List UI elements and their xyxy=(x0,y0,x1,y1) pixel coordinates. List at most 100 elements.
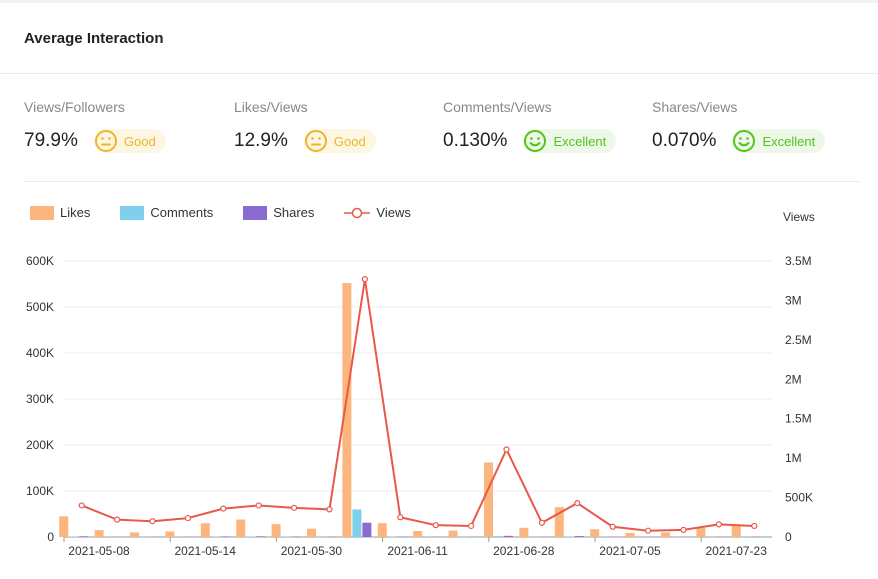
bar-likes xyxy=(626,533,635,537)
bar-likes xyxy=(661,532,670,537)
bar-shares xyxy=(256,536,265,537)
metric-likes-views: Likes/Views 12.9% Good xyxy=(234,99,376,153)
views-point xyxy=(469,523,474,528)
views-point xyxy=(575,501,580,506)
views-point xyxy=(79,503,84,508)
views-point xyxy=(504,447,509,452)
bar-likes xyxy=(378,523,387,537)
bar-shares xyxy=(362,523,371,537)
rating-text: Good xyxy=(334,134,366,149)
bar-likes xyxy=(484,462,493,537)
metric-label: Likes/Views xyxy=(234,99,376,115)
metric-value: 0.130% xyxy=(443,130,507,152)
bar-likes xyxy=(732,525,741,537)
chart-legend: Likes Comments Shares Views xyxy=(30,205,441,220)
comments-swatch xyxy=(120,206,144,220)
views-line xyxy=(82,279,755,531)
y-right-tick-label: 1.5M xyxy=(785,412,812,426)
bar-shares xyxy=(221,536,230,537)
metric-views-followers: Views/Followers 79.9% Good xyxy=(24,99,166,153)
rating-badge: Good xyxy=(304,129,376,153)
x-tick-label: 2021-07-23 xyxy=(706,544,768,558)
y-left-tick-label: 500K xyxy=(26,300,54,314)
y-left-tick-label: 300K xyxy=(26,392,54,406)
bar-likes xyxy=(519,528,528,537)
y-right-tick-label: 3M xyxy=(785,293,802,307)
metric-value: 0.070% xyxy=(652,130,716,152)
rating-text: Good xyxy=(124,134,156,149)
y-right-axis-title: Views xyxy=(783,210,815,224)
rating-badge: Excellent xyxy=(523,129,616,153)
y-right-tick-label: 3.5M xyxy=(785,254,812,268)
views-point xyxy=(716,522,721,527)
card-title: Average Interaction xyxy=(24,30,164,47)
bar-comments xyxy=(494,536,503,537)
bar-likes xyxy=(590,529,599,537)
x-tick-label: 2021-07-05 xyxy=(599,544,661,558)
metric-shares-views: Shares/Views 0.070% Excellent xyxy=(652,99,825,153)
x-tick-label: 2021-05-08 xyxy=(68,544,130,558)
bar-likes xyxy=(236,520,245,537)
bar-likes xyxy=(342,283,351,537)
y-left-tick-label: 400K xyxy=(26,346,54,360)
x-tick-label: 2021-06-28 xyxy=(493,544,555,558)
bar-likes xyxy=(95,530,104,537)
bar-shares xyxy=(79,536,88,537)
views-point xyxy=(115,517,120,522)
rating-badge: Good xyxy=(94,129,166,153)
legend-label: Comments xyxy=(150,205,213,220)
bar-shares xyxy=(575,536,584,537)
bar-likes xyxy=(307,529,316,537)
views-point xyxy=(539,520,544,525)
x-tick-label: 2021-05-14 xyxy=(175,544,237,558)
views-point xyxy=(150,519,155,524)
bar-likes xyxy=(413,531,422,537)
y-left-tick-label: 0 xyxy=(47,530,54,544)
metric-label: Comments/Views xyxy=(443,99,616,115)
rating-text: Excellent xyxy=(762,134,815,149)
bar-likes xyxy=(59,516,68,537)
rating-text: Excellent xyxy=(553,134,606,149)
bar-comments xyxy=(352,509,361,537)
legend-views[interactable]: Views xyxy=(344,205,410,220)
bar-likes xyxy=(696,528,705,537)
views-point xyxy=(433,523,438,528)
neutral-face-icon xyxy=(304,129,328,153)
views-point xyxy=(221,506,226,511)
views-point xyxy=(398,515,403,520)
legend-likes[interactable]: Likes xyxy=(30,205,90,220)
y-right-tick-label: 1M xyxy=(785,451,802,465)
rating-badge: Excellent xyxy=(732,129,825,153)
bar-likes xyxy=(272,524,281,537)
metrics-row: Views/Followers 79.9% Good Likes/Views 1… xyxy=(24,99,861,182)
smile-face-icon xyxy=(523,129,547,153)
views-line-swatch xyxy=(344,206,370,220)
card-header: Average Interaction xyxy=(0,3,878,74)
y-right-tick-label: 0 xyxy=(785,530,792,544)
metric-value: 79.9% xyxy=(24,130,78,152)
legend-comments[interactable]: Comments xyxy=(120,205,213,220)
neutral-face-icon xyxy=(94,129,118,153)
y-right-tick-label: 500K xyxy=(785,491,813,505)
views-point xyxy=(752,523,757,528)
y-left-tick-label: 200K xyxy=(26,438,54,452)
y-right-tick-label: 2M xyxy=(785,372,802,386)
views-point xyxy=(185,516,190,521)
bar-likes xyxy=(201,523,210,537)
smile-face-icon xyxy=(732,129,756,153)
views-point xyxy=(292,505,297,510)
metric-label: Shares/Views xyxy=(652,99,825,115)
legend-label: Likes xyxy=(60,205,90,220)
legend-label: Views xyxy=(376,205,410,220)
views-point xyxy=(610,524,615,529)
interaction-chart: 0100K200K300K400K500K600K0500K1M1.5M2M2.… xyxy=(0,203,878,579)
bar-likes xyxy=(130,532,139,537)
views-point xyxy=(327,507,332,512)
legend-shares[interactable]: Shares xyxy=(243,205,314,220)
y-left-tick-label: 100K xyxy=(26,484,54,498)
views-point xyxy=(646,528,651,533)
metric-comments-views: Comments/Views 0.130% Excellent xyxy=(443,99,616,153)
views-point xyxy=(362,277,367,282)
views-point xyxy=(681,527,686,532)
